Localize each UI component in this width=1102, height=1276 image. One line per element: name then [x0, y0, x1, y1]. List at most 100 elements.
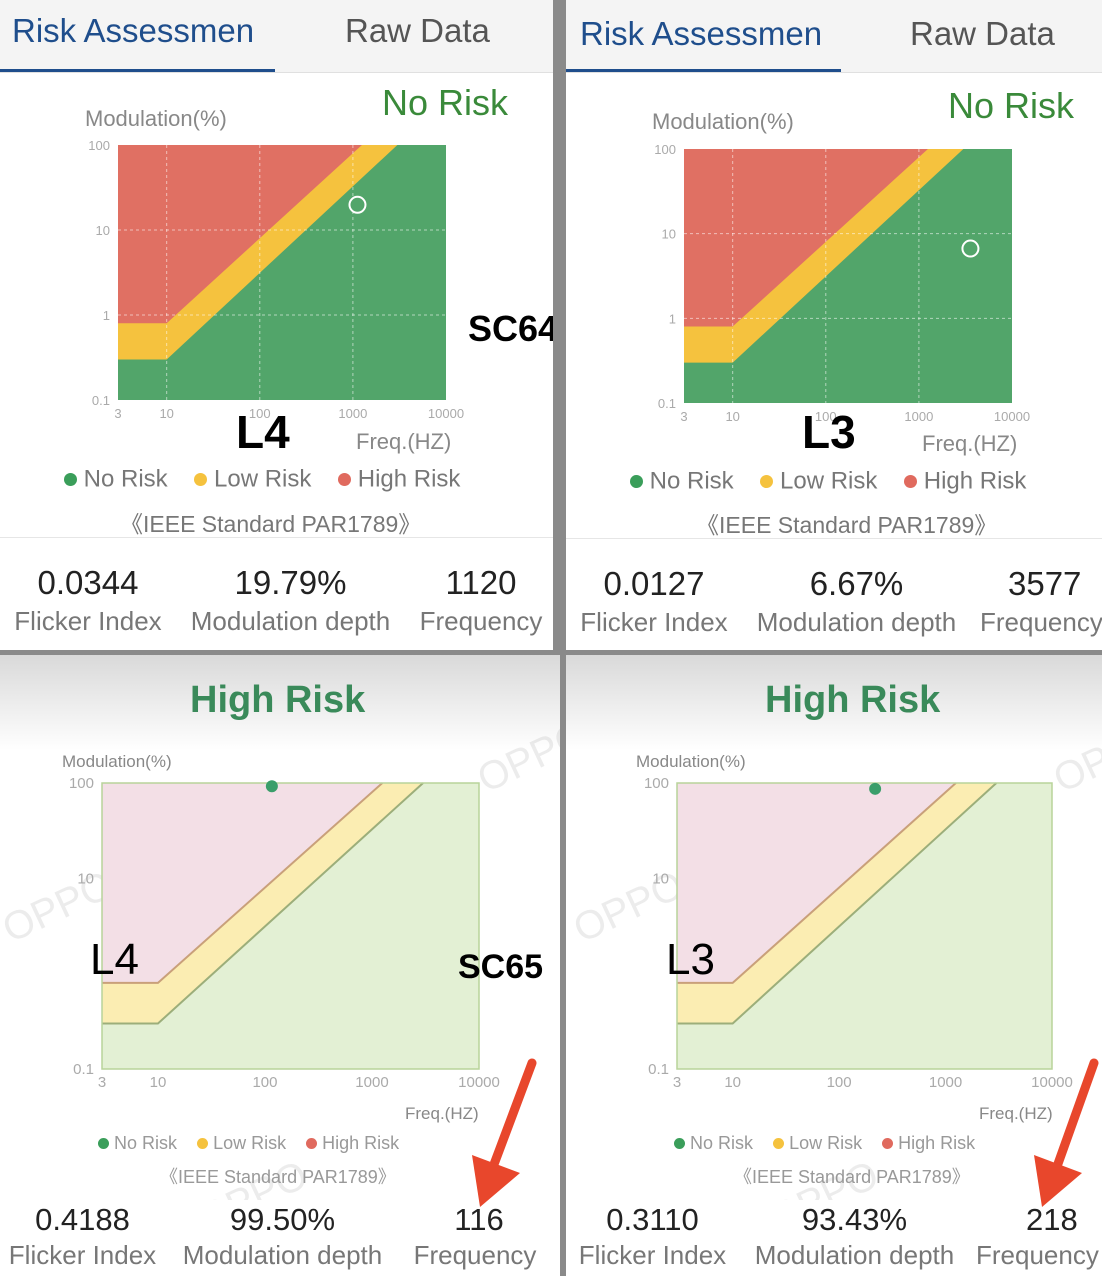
- stat-frequency: 1120 Frequency: [412, 564, 550, 637]
- y-tick-label: 10: [662, 227, 676, 242]
- tab-raw-data[interactable]: Raw Data: [910, 15, 1055, 52]
- x-tick-label: 10: [724, 1074, 741, 1091]
- y-tick-label: 100: [69, 775, 94, 792]
- y-axis-label: Modulation(%): [636, 752, 746, 771]
- legend-no-risk: No Risk: [114, 1132, 178, 1153]
- modulation-depth-value: 19.79%: [234, 564, 347, 601]
- legend-high-risk-dot: [306, 1137, 318, 1149]
- legend-low-risk-dot: [760, 475, 774, 489]
- risk-status: High Risk: [190, 679, 366, 721]
- x-tick-label: 10000: [428, 406, 464, 421]
- x-tick-label: 10: [159, 406, 173, 421]
- flicker-index-label: Flicker Index: [578, 1240, 727, 1270]
- flicker-index-value: 0.3110: [606, 1202, 699, 1237]
- y-tick-label: 10: [652, 870, 669, 887]
- x-tick-label: 10: [150, 1074, 167, 1091]
- stat-flicker-index: 0.0344 Flicker Index: [8, 564, 168, 637]
- y-tick-label: 100: [88, 138, 110, 153]
- legend-no-risk-dot: [98, 1137, 109, 1149]
- x-axis-label: Freq.(HZ): [922, 431, 1017, 456]
- active-tab-indicator: [566, 69, 841, 72]
- low-risk-boundary: [677, 782, 957, 984]
- x-tick-label: 1000: [355, 1074, 388, 1091]
- no-risk-region: [677, 783, 1052, 1069]
- y-tick-label: 1: [669, 311, 676, 326]
- x-axis-label: Freq.(HZ): [356, 429, 451, 454]
- legend-high-risk: High Risk: [923, 467, 1027, 495]
- flicker-index-label: Flicker Index: [580, 607, 728, 637]
- stat-frequency: 218 Frequency: [976, 1202, 1102, 1271]
- stat-modulation-depth: 99.50% Modulation depth: [170, 1202, 395, 1271]
- data-point: [265, 780, 278, 793]
- frequency-label: Frequency: [980, 607, 1102, 637]
- flicker-index-value: 0.4188: [35, 1202, 130, 1237]
- legend-high-risk-dot: [904, 475, 918, 489]
- risk-chart: Modulation(%) Freq.(HZ) 100 10 1 0.1 3 10 100 100…: [652, 109, 1030, 456]
- level-label: L3: [666, 935, 715, 984]
- x-tick-label: 1000: [904, 409, 933, 424]
- risk-chart: Modulation(%) Freq.(HZ) 100 10 0.13 10 100 1000…: [62, 752, 500, 1123]
- flicker-index-label: Flicker Index: [14, 606, 162, 636]
- x-tick-label: 3: [98, 1074, 106, 1091]
- modulation-depth-label: Modulation depth: [754, 1240, 955, 1270]
- modulation-depth-value: 99.50%: [229, 1202, 336, 1237]
- risk-chart: Modulation(%) Freq.(HZ) 100 10 1 0.1 3 10 100 100…: [85, 106, 464, 454]
- risk-chart: Modulation(%) Freq.(HZ) 100 10 0.13 10 100 1000…: [636, 752, 1073, 1123]
- tab-raw-data[interactable]: Raw Data: [345, 12, 490, 49]
- modulation-depth-value: 93.43%: [801, 1202, 908, 1237]
- y-tick-label: 0.1: [658, 396, 676, 411]
- y-axis-label: Modulation(%): [85, 106, 227, 131]
- x-axis-label: Freq.(HZ): [405, 1104, 479, 1123]
- level-label: L3: [802, 406, 856, 458]
- arrow-icon: [472, 1058, 537, 1207]
- flicker-index-label: Flicker Index: [8, 1240, 157, 1270]
- stat-flicker-index: 0.3110 Flicker Index: [570, 1202, 735, 1271]
- x-tick-label: 3: [673, 1074, 681, 1091]
- x-tick-label: 100: [827, 1074, 852, 1091]
- model-label-sc65: SC65: [458, 948, 544, 986]
- frequency-value: 218: [1026, 1202, 1078, 1237]
- low-risk-boundary: [102, 782, 384, 984]
- x-tick-label: 1000: [338, 406, 367, 421]
- panel-header-shade: [0, 655, 560, 750]
- modulation-depth-value: 6.67%: [809, 565, 904, 602]
- x-axis-label: Freq.(HZ): [979, 1104, 1053, 1123]
- legend-no-risk: No Risk: [690, 1132, 754, 1153]
- frequency-value: 3577: [1008, 565, 1082, 602]
- tab-risk-assessment[interactable]: Risk Assessmen: [12, 12, 255, 49]
- tab-risk-assessment[interactable]: Risk Assessmen: [580, 15, 823, 52]
- arrow-icon: [1034, 1058, 1099, 1207]
- flicker-index-value: 0.0344: [37, 564, 139, 601]
- y-tick-label: 10: [96, 223, 110, 238]
- stat-flicker-index: 0.4188 Flicker Index: [0, 1202, 165, 1271]
- legend-high-risk-dot: [338, 473, 352, 487]
- chart-legend: No Risk Low Risk High Risk: [64, 465, 460, 494]
- y-tick-label: 1: [103, 308, 110, 323]
- stat-flicker-index: 0.0127 Flicker Index: [574, 565, 734, 638]
- legend-low-risk: Low Risk: [789, 1132, 863, 1153]
- level-label: L4: [236, 406, 290, 458]
- model-label-sc64: SC64: [468, 308, 553, 349]
- x-tick-label: 100: [249, 406, 271, 421]
- modulation-depth-label: Modulation depth: [190, 606, 391, 636]
- x-tick-label: 10000: [1031, 1074, 1073, 1091]
- no-risk-region: [684, 149, 1012, 403]
- panel-header-shade: [566, 655, 1102, 750]
- stats-row: 0.0344 Flicker Index 19.79% Modulation d…: [0, 537, 553, 650]
- plot-border: [676, 782, 1053, 1070]
- legend-high-risk-dot: [882, 1137, 894, 1149]
- x-tick-label: 10000: [994, 409, 1030, 424]
- x-tick-label: 10000: [458, 1074, 500, 1091]
- legend-high-risk: High Risk: [322, 1132, 400, 1153]
- legend-low-risk-dot: [773, 1137, 785, 1149]
- legend-high-risk: High Risk: [357, 465, 461, 493]
- x-tick-label: 100: [815, 409, 837, 424]
- legend-low-risk-dot: [194, 473, 208, 487]
- tab-bar: Risk Assessmen Raw Data: [566, 0, 1102, 73]
- frequency-value: 116: [454, 1202, 504, 1237]
- risk-status: No Risk: [382, 82, 509, 123]
- chart-legend: No Risk Low Risk High Risk: [630, 467, 1026, 496]
- y-tick-label: 100: [654, 142, 676, 157]
- stat-modulation-depth: 6.67% Modulation depth: [744, 565, 969, 638]
- y-tick-label: 100: [644, 775, 669, 792]
